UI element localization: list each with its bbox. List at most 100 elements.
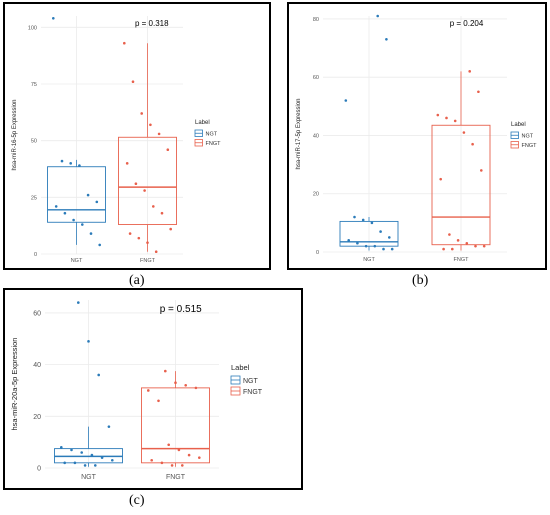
- caption-b: (b): [412, 273, 429, 288]
- data-point: [439, 177, 442, 181]
- data-point: [198, 456, 201, 459]
- data-point: [147, 389, 150, 392]
- chart-b-svg: 0 20 40 60 80 hsa-miR-17-5p Expression NGT FNGT…: [296, 14, 538, 263]
- y-tick-label: 0: [316, 250, 319, 256]
- data-point: [157, 399, 160, 403]
- plot-area: [45, 300, 219, 468]
- data-point: [137, 236, 141, 240]
- data-point: [63, 461, 66, 465]
- y-tick-label: 0: [34, 252, 37, 258]
- data-point: [364, 244, 368, 248]
- y-tick-label: 80: [313, 17, 319, 23]
- chart-panel-b: 0 20 40 60 80 hsa-miR-17-5p Expression NGT FNGT…: [287, 2, 547, 270]
- data-point: [52, 16, 55, 20]
- data-point: [70, 448, 73, 452]
- data-point: [86, 193, 90, 197]
- data-point: [482, 244, 486, 248]
- legend-label: NGT: [206, 132, 218, 138]
- y-tick-label: 75: [31, 82, 37, 88]
- y-axis-label: hsa-miR-17-5p Expression: [296, 98, 302, 169]
- data-point: [442, 247, 445, 251]
- data-point: [456, 239, 460, 242]
- y-tick-label: 100: [28, 25, 37, 31]
- box-ngt: [339, 220, 399, 247]
- data-point: [174, 381, 177, 385]
- data-point: [83, 464, 87, 467]
- data-point: [164, 369, 167, 373]
- data-point: [453, 119, 457, 123]
- data-point: [89, 232, 93, 235]
- data-point: [100, 456, 104, 459]
- data-point: [90, 453, 94, 457]
- box-ngt: [47, 166, 106, 223]
- caption-c: (c): [129, 493, 145, 508]
- data-point: [154, 250, 158, 254]
- chart-panel-a: 0 25 50 75 100 hsa-miR-16-5p Expression NGT FNG…: [3, 2, 271, 270]
- x-tick-label: FNGT: [140, 258, 156, 264]
- data-point: [128, 232, 132, 235]
- data-point: [81, 223, 84, 226]
- data-point: [477, 90, 480, 94]
- x-tick-label: NGT: [81, 474, 97, 481]
- box-fngt: [431, 124, 491, 246]
- data-point: [474, 244, 477, 248]
- data-point: [80, 451, 83, 454]
- y-tick-label: 50: [31, 139, 37, 145]
- y-tick-label: 60: [313, 75, 319, 81]
- data-point: [146, 241, 149, 244]
- legend-label: FNGT: [522, 143, 538, 149]
- data-point: [471, 142, 474, 146]
- data-point: [436, 113, 440, 117]
- data-point: [194, 386, 198, 390]
- legend-label: NGT: [243, 378, 259, 385]
- data-point: [177, 448, 181, 452]
- data-point: [448, 233, 451, 236]
- y-tick-label: 25: [31, 195, 37, 201]
- data-point: [170, 464, 174, 467]
- x-tick-label: NGT: [71, 258, 83, 264]
- data-point: [187, 453, 191, 457]
- data-point: [167, 443, 170, 447]
- data-point: [181, 464, 184, 467]
- data-point: [107, 425, 111, 428]
- data-point: [388, 236, 391, 239]
- x-tick-label: NGT: [363, 257, 375, 263]
- data-point: [373, 244, 377, 248]
- data-point: [445, 116, 448, 120]
- y-tick-label: 0: [37, 465, 41, 472]
- legend-title: Label: [195, 120, 210, 126]
- legend-label: FNGT: [206, 141, 222, 147]
- data-point: [149, 123, 152, 127]
- data-point: [87, 340, 90, 343]
- data-point: [361, 218, 365, 222]
- data-point: [143, 189, 146, 192]
- data-point: [169, 227, 172, 231]
- data-point: [390, 247, 394, 251]
- data-point: [123, 41, 126, 45]
- data-point: [60, 446, 63, 449]
- x-tick-label: FNGT: [166, 474, 186, 481]
- p-value-label: p = 0.515: [160, 304, 202, 315]
- legend-title: Label: [231, 363, 250, 372]
- y-tick-label: 60: [33, 310, 41, 317]
- data-point: [382, 247, 385, 251]
- data-point: [480, 169, 483, 172]
- data-point: [160, 461, 164, 465]
- data-point: [353, 215, 356, 219]
- data-point: [111, 458, 114, 462]
- data-point: [94, 464, 97, 467]
- data-point: [69, 162, 72, 165]
- plot-area: [323, 16, 507, 252]
- data-point: [356, 241, 359, 245]
- data-point: [344, 99, 348, 102]
- data-point: [72, 218, 75, 222]
- data-point: [63, 211, 67, 215]
- data-point: [379, 230, 382, 233]
- data-point: [140, 112, 143, 115]
- data-point: [54, 205, 58, 208]
- data-point: [150, 458, 153, 462]
- y-tick-label: 40: [313, 133, 319, 139]
- data-point: [184, 383, 187, 387]
- x-tick-label: FNGT: [454, 257, 470, 263]
- data-point: [157, 132, 161, 136]
